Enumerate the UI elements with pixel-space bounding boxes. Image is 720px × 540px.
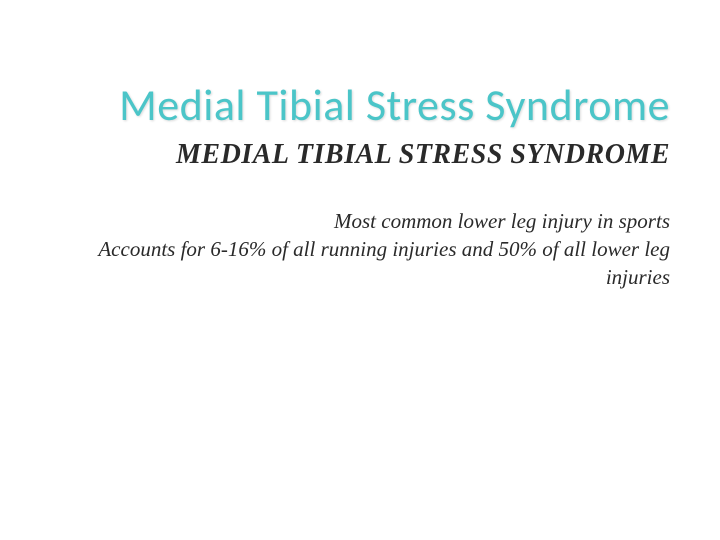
body-line-1: Most common lower leg injury in sports: [50, 207, 670, 235]
slide-subtitle: MEDIAL TIBIAL STRESS SYNDROME: [50, 139, 670, 171]
slide: Medial Tibial Stress Syndrome MEDIAL TIB…: [0, 0, 720, 540]
slide-title: Medial Tibial Stress Syndrome: [50, 80, 670, 131]
body-line-2: Accounts for 6-16% of all running injuri…: [50, 235, 670, 292]
